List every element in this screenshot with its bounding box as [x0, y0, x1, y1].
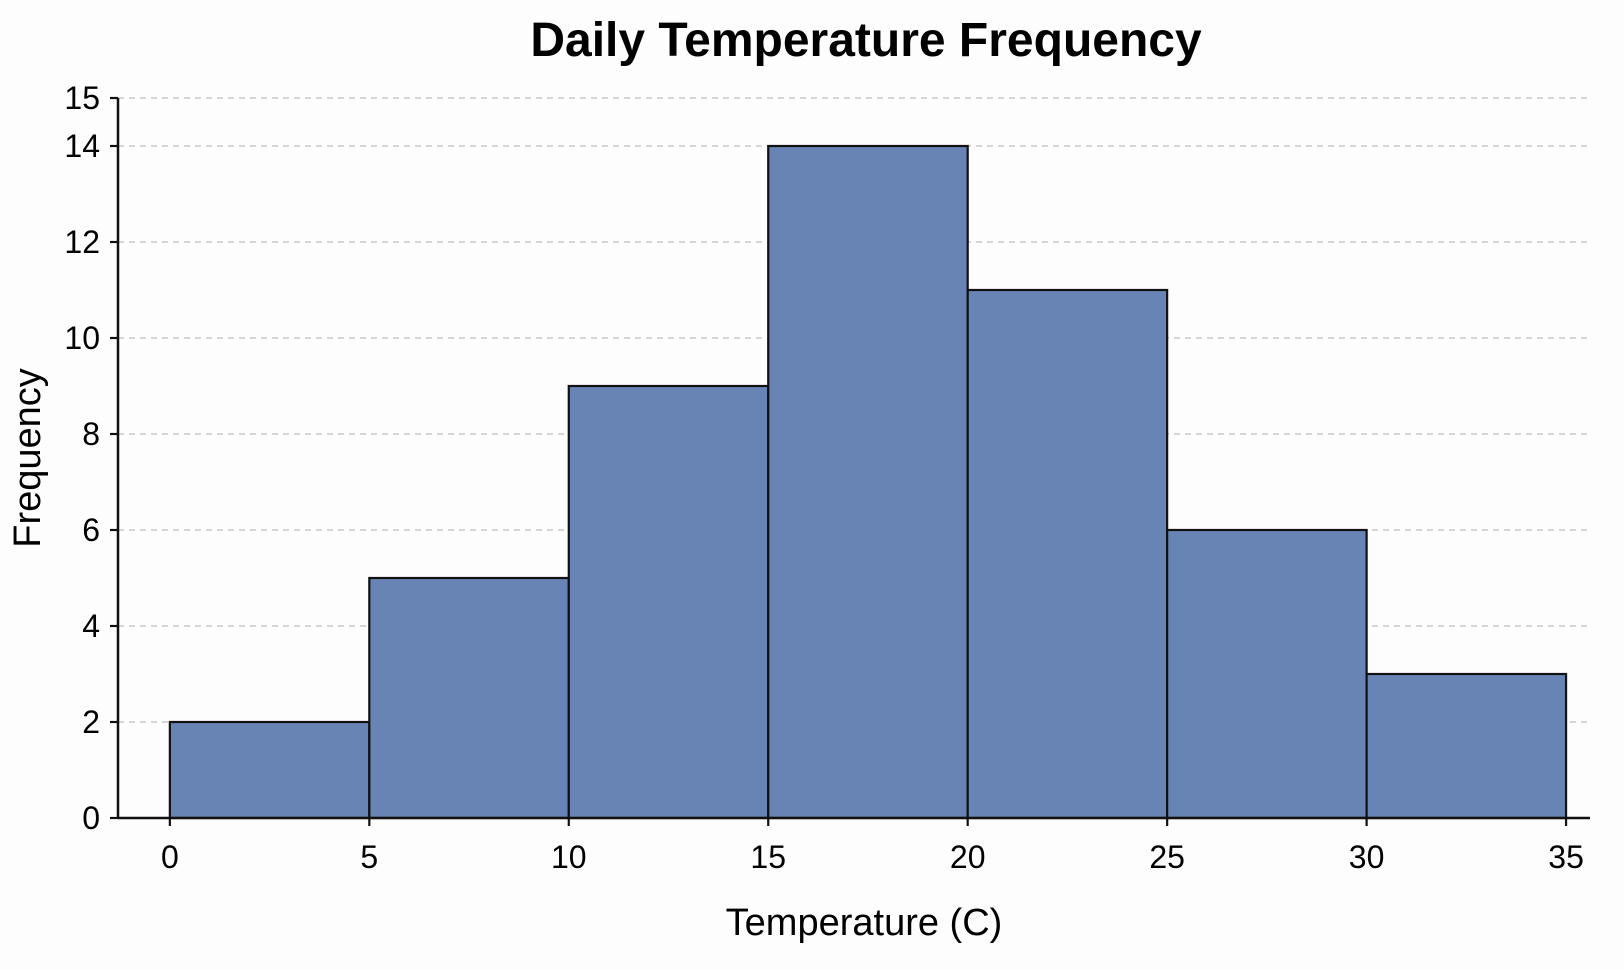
x-tick-label: 15 — [750, 839, 786, 875]
x-tick-label: 25 — [1149, 839, 1185, 875]
y-axis-label: Frequency — [7, 368, 49, 548]
histogram-bar — [1365, 672, 1568, 820]
y-tick-label: 15 — [64, 80, 100, 116]
y-ticks: 0 2 4 6 8 10 12 14 15 — [64, 80, 118, 836]
x-ticks: 0 5 10 15 20 25 30 35 — [161, 818, 1584, 875]
x-tick-label: 0 — [161, 839, 179, 875]
y-tick-label: 10 — [64, 320, 100, 356]
histogram-bar — [567, 384, 770, 820]
chart-title: Daily Temperature Frequency — [530, 14, 1202, 67]
y-tick-label: 8 — [82, 416, 100, 452]
y-tick-label: 0 — [82, 800, 100, 836]
x-axis-label: Temperature (C) — [726, 902, 1003, 944]
histogram-bar — [168, 720, 371, 820]
histogram-bar — [368, 576, 570, 820]
x-tick-label: 20 — [950, 839, 986, 875]
histogram-bar — [1166, 528, 1368, 820]
x-tick-label: 35 — [1548, 839, 1584, 875]
bars — [168, 144, 1568, 820]
x-tick-label: 30 — [1349, 839, 1385, 875]
x-tick-label: 5 — [360, 839, 378, 875]
y-tick-label: 14 — [64, 128, 100, 164]
histogram-bar — [966, 288, 1169, 820]
y-tick-label: 12 — [64, 224, 100, 260]
y-tick-label: 4 — [82, 608, 100, 644]
y-tick-label: 2 — [82, 704, 100, 740]
y-tick-label: 6 — [82, 512, 100, 548]
x-tick-label: 10 — [551, 839, 587, 875]
histogram-bar — [767, 144, 969, 820]
axes — [116, 98, 1590, 820]
